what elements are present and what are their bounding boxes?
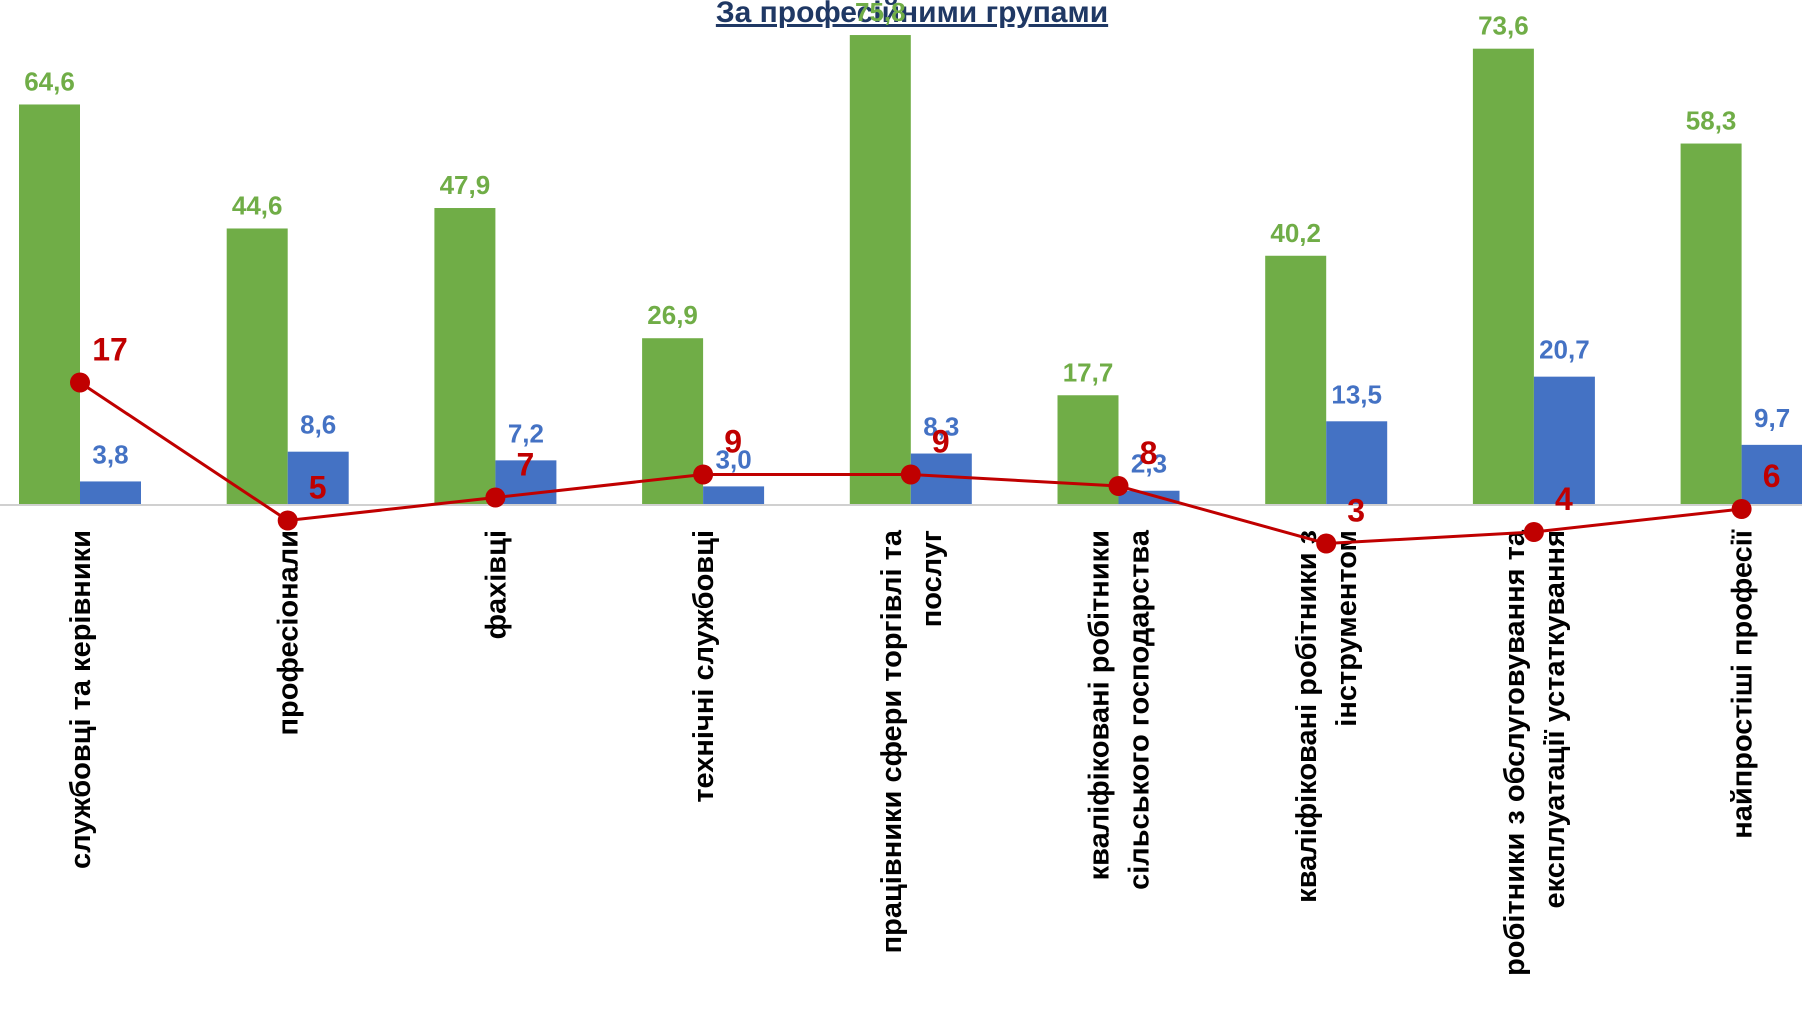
bar-blue-3 — [703, 486, 765, 505]
bar-green-6 — [1265, 255, 1327, 505]
line-point-4 — [900, 464, 921, 485]
bar-blue-1 — [287, 451, 349, 505]
data-label-red-8: 6 — [1763, 458, 1781, 494]
data-label-red-2: 7 — [517, 447, 535, 483]
data-label-blue-0: 3,8 — [92, 439, 128, 469]
category-label-4: працівники сфери торгівлі та послуг — [876, 529, 948, 953]
line-point-8 — [1731, 499, 1752, 519]
line-point-2 — [485, 487, 506, 508]
data-label-blue-3: 3,0 — [716, 444, 752, 474]
data-label-blue-2: 7,2 — [508, 418, 544, 448]
data-label-green-5: 17,7 — [1063, 357, 1114, 387]
category-label-2: фахівці — [480, 530, 512, 639]
data-label-green-2: 47,9 — [440, 170, 491, 200]
category-label-7: робітники з обслуговування та експлуатаці… — [1499, 529, 1571, 976]
category-label-1: професіонали — [273, 530, 305, 735]
data-label-blue-8: 9,7 — [1754, 403, 1790, 433]
line-point-5 — [1108, 476, 1129, 496]
chart-title: За професійними групами — [716, 0, 1108, 29]
line-point-3 — [693, 464, 714, 485]
data-label-green-6: 40,2 — [1270, 218, 1321, 248]
bar-green-0 — [19, 104, 80, 505]
line-point-6 — [1316, 533, 1337, 554]
data-label-green-4: 75,8 — [855, 0, 906, 27]
data-label-green-1: 44,6 — [232, 190, 283, 220]
data-label-blue-6: 13,5 — [1331, 379, 1382, 409]
category-label-0: службовці та керівники — [65, 530, 97, 869]
bar-blue-8 — [1741, 444, 1802, 505]
data-label-red-7: 4 — [1555, 481, 1573, 517]
data-label-blue-4: 8,3 — [923, 412, 959, 442]
category-label-6: кваліфіковані робітники з інструментом — [1291, 530, 1363, 903]
bar-green-2 — [434, 208, 496, 505]
data-label-red-3: 9 — [724, 424, 742, 460]
data-label-red-4: 9 — [932, 424, 950, 460]
line-point-7 — [1523, 522, 1544, 542]
data-label-blue-1: 8,6 — [300, 410, 336, 440]
data-label-green-7: 73,6 — [1478, 11, 1529, 41]
data-label-blue-7: 20,7 — [1539, 335, 1590, 365]
data-label-red-1: 5 — [309, 470, 327, 506]
category-label-5: кваліфіковані робітники сільського господ… — [1084, 529, 1156, 890]
category-label-8: найпростіші професії — [1727, 529, 1759, 839]
data-label-green-0: 64,6 — [24, 66, 75, 96]
bar-green-8 — [1680, 143, 1742, 506]
bar-green-4 — [849, 35, 911, 505]
bar-blue-0 — [80, 481, 141, 505]
data-label-green-8: 58,3 — [1686, 106, 1737, 136]
category-label-3: технічні службовці — [688, 530, 720, 803]
bar-blue-6 — [1326, 421, 1388, 505]
data-label-red-0: 17 — [92, 332, 128, 368]
bar-blue-4 — [910, 453, 972, 505]
bar-blue-5 — [1118, 490, 1180, 505]
data-label-green-3: 26,9 — [647, 300, 698, 330]
line-point-1 — [277, 510, 298, 531]
bar-green-1 — [226, 228, 288, 506]
data-label-red-6: 3 — [1347, 493, 1365, 529]
bar-blue-7 — [1533, 376, 1595, 505]
data-label-red-5: 8 — [1140, 435, 1158, 471]
bar-green-7 — [1472, 48, 1534, 506]
line-point-0 — [70, 372, 90, 393]
data-label-blue-5: 2,3 — [1131, 449, 1167, 479]
